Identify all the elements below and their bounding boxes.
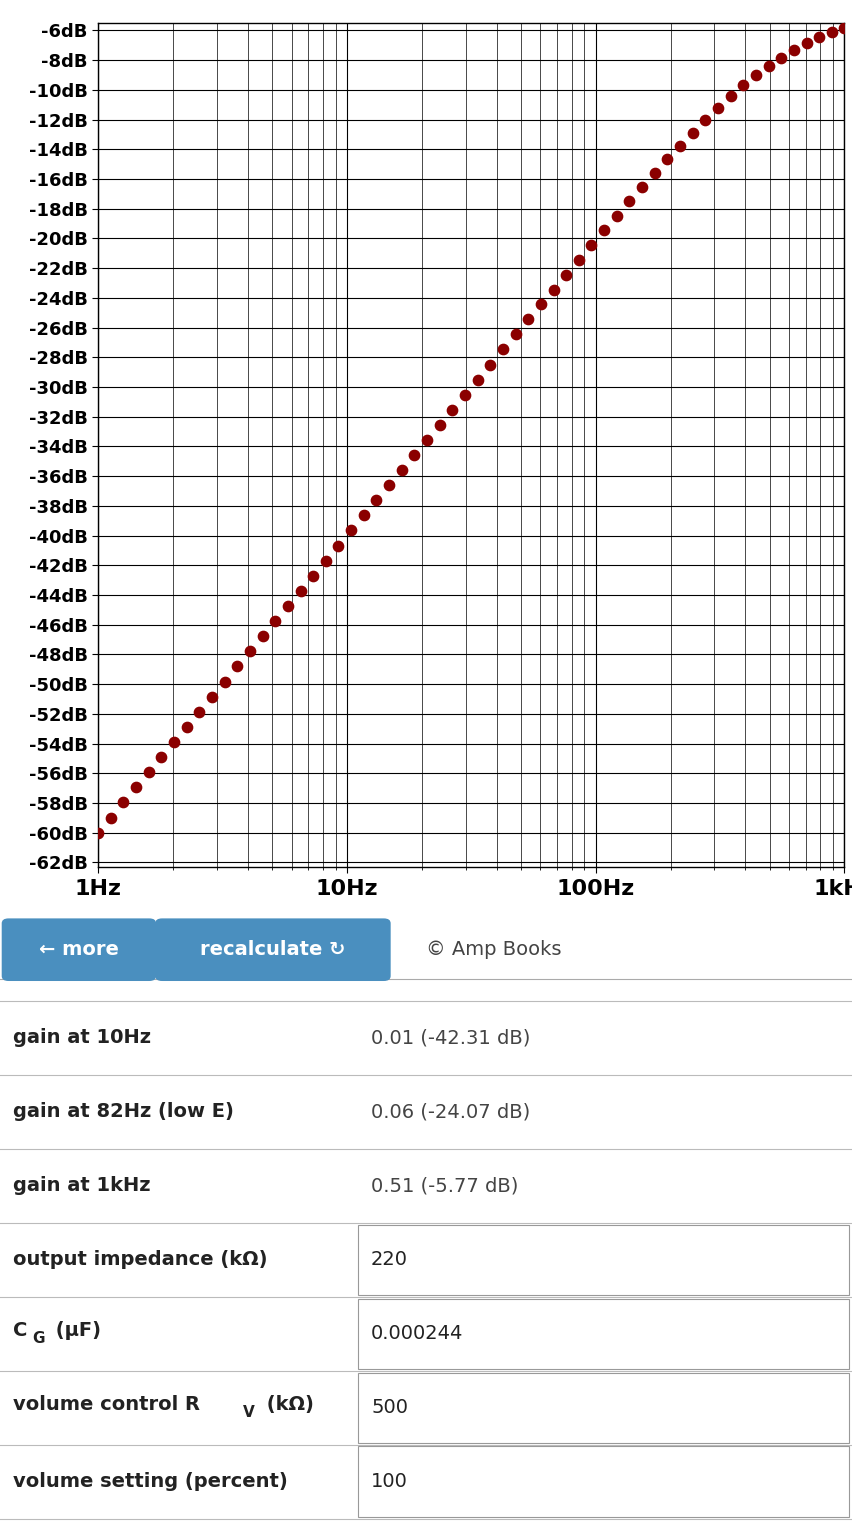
Point	[572, 248, 585, 273]
Text: gain at 1kHz: gain at 1kHz	[13, 1176, 150, 1196]
Point	[319, 548, 332, 573]
Point	[811, 24, 825, 49]
Point	[609, 204, 623, 228]
Point	[280, 594, 294, 619]
Point	[167, 730, 181, 755]
Text: V: V	[243, 1405, 255, 1421]
Point	[91, 821, 105, 845]
Point	[761, 54, 774, 78]
Text: recalculate ↻: recalculate ↻	[200, 940, 345, 960]
Text: (kΩ): (kΩ)	[260, 1395, 314, 1415]
Bar	[358, 1225, 848, 1295]
Point	[748, 63, 762, 87]
Point	[256, 625, 269, 649]
FancyBboxPatch shape	[155, 919, 390, 981]
Point	[533, 292, 547, 317]
Text: 500: 500	[371, 1398, 407, 1418]
Point	[154, 746, 168, 770]
Point	[306, 563, 320, 588]
Text: 0.06 (-24.07 dB): 0.06 (-24.07 dB)	[371, 1102, 530, 1121]
Text: volume setting (percent): volume setting (percent)	[13, 1473, 287, 1491]
Point	[824, 20, 838, 44]
Point	[129, 775, 142, 799]
Point	[786, 38, 800, 63]
Point	[331, 533, 345, 557]
FancyBboxPatch shape	[2, 919, 156, 981]
Point	[243, 638, 256, 663]
Point	[483, 352, 497, 377]
Point	[407, 442, 421, 467]
Point	[508, 322, 521, 346]
Point	[204, 684, 218, 709]
Point	[837, 15, 850, 40]
Point	[635, 175, 648, 199]
Point	[672, 133, 686, 158]
Text: 0.01 (-42.31 dB): 0.01 (-42.31 dB)	[371, 1029, 530, 1047]
Point	[420, 427, 434, 452]
Point	[356, 504, 370, 528]
Point	[521, 308, 534, 332]
Point	[711, 95, 724, 119]
Text: output impedance (kΩ): output impedance (kΩ)	[13, 1251, 267, 1269]
Text: gain at 10Hz: gain at 10Hz	[13, 1029, 151, 1047]
Point	[470, 367, 484, 392]
Bar	[358, 1447, 848, 1517]
Point	[584, 233, 597, 257]
Point	[723, 84, 737, 109]
Bar	[358, 1298, 848, 1369]
Point	[369, 488, 383, 513]
Text: 0.000244: 0.000244	[371, 1324, 463, 1343]
Point	[230, 654, 244, 678]
Point	[141, 759, 155, 784]
Point	[685, 121, 699, 145]
Point	[774, 46, 787, 70]
Text: volume control R: volume control R	[13, 1395, 199, 1415]
Point	[394, 458, 408, 482]
Text: 0.51 (-5.77 dB): 0.51 (-5.77 dB)	[371, 1176, 518, 1196]
Text: C: C	[13, 1321, 27, 1340]
Point	[698, 107, 711, 132]
Point	[648, 161, 661, 185]
Point	[559, 262, 573, 286]
Point	[293, 579, 307, 603]
Point	[596, 217, 610, 242]
Bar	[358, 1372, 848, 1442]
Point	[496, 337, 509, 361]
Point	[659, 147, 673, 171]
Point	[445, 398, 458, 423]
Point	[180, 715, 193, 739]
Text: © Amp Books: © Amp Books	[426, 940, 561, 960]
Text: 100: 100	[371, 1473, 407, 1491]
Point	[117, 790, 130, 814]
Point	[268, 609, 282, 634]
Point	[735, 73, 749, 98]
Text: (μF): (μF)	[49, 1321, 101, 1340]
Point	[432, 412, 446, 436]
Point	[458, 383, 471, 407]
Point	[799, 31, 813, 55]
Point	[622, 190, 636, 214]
Point	[344, 517, 358, 542]
Text: G: G	[32, 1330, 45, 1346]
Point	[546, 277, 560, 302]
Point	[217, 669, 231, 694]
Text: ← more: ← more	[39, 940, 118, 960]
Text: gain at 82Hz (low E): gain at 82Hz (low E)	[13, 1102, 233, 1121]
Text: 220: 220	[371, 1251, 407, 1269]
Point	[104, 805, 118, 830]
Point	[382, 473, 395, 498]
Point	[193, 700, 206, 724]
